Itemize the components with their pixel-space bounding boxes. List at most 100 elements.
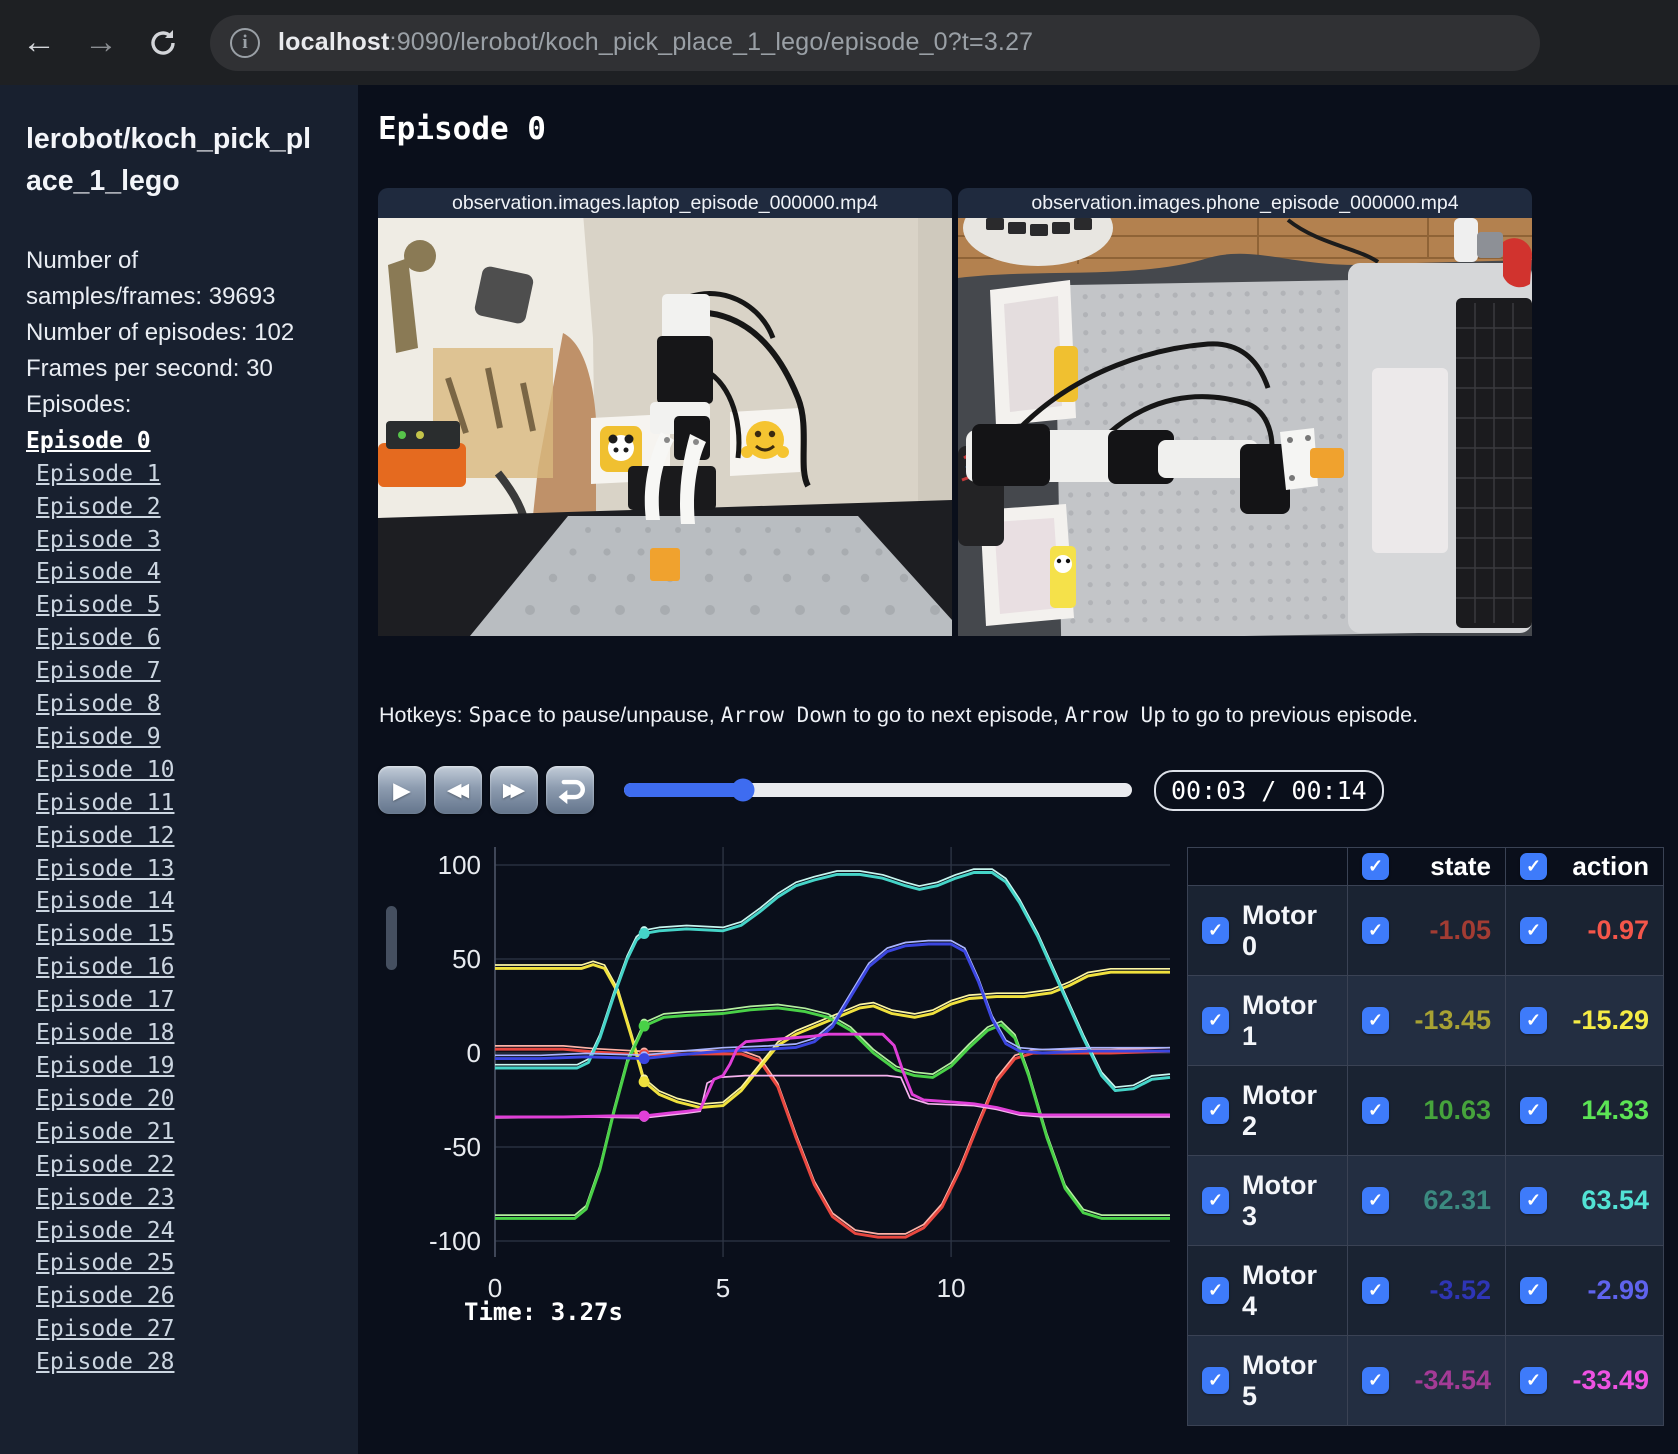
episode-link-19[interactable]: Episode 19 (36, 1053, 175, 1079)
motor-4-checkbox[interactable]: ✓ (1202, 1277, 1229, 1304)
lego-block (650, 548, 680, 581)
motor-row-4: ✓ Motor 4 (1188, 1246, 1348, 1336)
episode-link-1[interactable]: Episode 1 (36, 460, 161, 487)
motor-0-checkbox[interactable]: ✓ (1202, 917, 1229, 944)
red-object (1503, 238, 1532, 288)
laptop-top (1348, 218, 1532, 633)
motor-2-state-checkbox[interactable]: ✓ (1362, 1097, 1389, 1124)
motor-5-action-checkbox[interactable]: ✓ (1520, 1367, 1547, 1394)
player-controls: ▶ ◀◀ ▶▶ 00:03 / 00:14 (378, 764, 1664, 816)
episode-link-13[interactable]: Episode 13 (36, 855, 175, 882)
motor-0-label: Motor 0 (1242, 899, 1317, 961)
robot-arm-top (966, 341, 1344, 514)
episode-link-23[interactable]: Episode 23 (36, 1184, 175, 1211)
episode-link-9[interactable]: Episode 9 (36, 723, 161, 750)
keyboard-top-left (963, 218, 1113, 266)
motor-3-state-checkbox[interactable]: ✓ (1362, 1187, 1389, 1214)
play-button[interactable]: ▶ (378, 766, 426, 814)
motor-3-action-checkbox[interactable]: ✓ (1520, 1187, 1547, 1214)
motor-4-state-checkbox[interactable]: ✓ (1362, 1277, 1389, 1304)
line-motor-0-state (495, 1045, 1171, 1235)
episode-link-7[interactable]: Episode 7 (36, 658, 161, 685)
reload-icon[interactable] (140, 20, 186, 66)
motor-1-action-cell: ✓ -15.29 (1506, 976, 1664, 1066)
episode-link-12[interactable]: Episode 12 (36, 822, 175, 849)
action-column-checkbox[interactable]: ✓ (1520, 853, 1547, 880)
episode-link-14[interactable]: Episode 14 (36, 888, 175, 915)
motor-3-checkbox[interactable]: ✓ (1202, 1187, 1229, 1214)
stat-episodes: Number of episodes: 102 (26, 318, 295, 346)
dot-4-action (638, 1053, 650, 1065)
motor-1-state-checkbox[interactable]: ✓ (1362, 1007, 1389, 1034)
loop-button[interactable] (546, 766, 594, 814)
cable (1286, 218, 1380, 264)
forward-icon[interactable]: → (84, 23, 118, 61)
episode-link-27[interactable]: Episode 27 (36, 1316, 175, 1343)
seek-slider-thumb[interactable] (731, 778, 755, 802)
state-column-header: ✓ state (1348, 848, 1506, 886)
episode-link-22[interactable]: Episode 22 (36, 1151, 175, 1178)
episode-link-2[interactable]: Episode 2 (36, 493, 161, 520)
episode-link-24[interactable]: Episode 24 (36, 1217, 175, 1244)
scrollbar-thumb[interactable] (386, 906, 397, 970)
motor-5-state-value: -34.54 (1414, 1365, 1491, 1395)
motor-4-action-checkbox[interactable]: ✓ (1520, 1277, 1547, 1304)
motor-2-action-cell: ✓ 14.33 (1506, 1066, 1664, 1156)
url-bar[interactable]: i localhost:9090/lerobot/koch_pick_place… (210, 14, 1540, 71)
motor-1-checkbox[interactable]: ✓ (1202, 1007, 1229, 1034)
episodes-heading: Episodes: (26, 390, 132, 418)
episode-link-5[interactable]: Episode 5 (36, 592, 161, 619)
episode-link-25[interactable]: Episode 25 (36, 1250, 175, 1277)
episode-list: Episode 0 Episode 1 Episode 2 Episode 3 Epis… (26, 425, 358, 1379)
line-motor-5-action (495, 1032, 1170, 1119)
state-column-checkbox[interactable]: ✓ (1362, 853, 1389, 880)
seek-slider[interactable] (624, 778, 1132, 802)
chart-time-label: Time: 3.27s (464, 1298, 623, 1326)
line-motor-1-state (495, 960, 1170, 1105)
motor-0-state-checkbox[interactable]: ✓ (1362, 917, 1389, 944)
episode-link-0[interactable]: Episode 0 (26, 427, 151, 454)
motor-2-action-checkbox[interactable]: ✓ (1520, 1097, 1547, 1124)
y-tick--50: -50 (443, 1132, 481, 1162)
loop-icon (558, 779, 585, 805)
episode-link-20[interactable]: Episode 20 (36, 1085, 175, 1112)
motor-0-action-checkbox[interactable]: ✓ (1520, 917, 1547, 944)
episode-link-15[interactable]: Episode 15 (36, 921, 175, 948)
episode-link-10[interactable]: Episode 10 (36, 756, 175, 783)
motor-4-state-value: -3.52 (1429, 1275, 1491, 1305)
usb-cable (1454, 218, 1478, 262)
episode-link-17[interactable]: Episode 17 (36, 987, 175, 1014)
rewind-button[interactable]: ◀◀ (434, 766, 482, 814)
motor-0-state-value: -1.05 (1429, 915, 1491, 945)
episode-link-3[interactable]: Episode 3 (36, 526, 161, 553)
motor-1-action-checkbox[interactable]: ✓ (1520, 1007, 1547, 1034)
motor-5-state-checkbox[interactable]: ✓ (1362, 1367, 1389, 1394)
motor-5-checkbox[interactable]: ✓ (1202, 1367, 1229, 1394)
white-box-bottom (980, 504, 1076, 626)
lego-block-held (1310, 448, 1344, 478)
episode-link-11[interactable]: Episode 11 (36, 789, 175, 816)
episode-link-8[interactable]: Episode 8 (36, 691, 161, 718)
y-tick-100: 100 (438, 850, 481, 880)
motor-2-checkbox[interactable]: ✓ (1202, 1097, 1229, 1124)
motor-3-state-value: 62.31 (1423, 1185, 1491, 1215)
sidebar: lerobot/koch_pick_place_1_lego Number of… (0, 85, 358, 1454)
episode-link-16[interactable]: Episode 16 (36, 954, 175, 981)
episode-link-21[interactable]: Episode 21 (36, 1118, 175, 1145)
episode-link-18[interactable]: Episode 18 (36, 1020, 175, 1047)
x-tick-10: 10 (937, 1273, 966, 1303)
hotkey-space: Space (468, 703, 532, 727)
back-icon[interactable]: ← (22, 23, 56, 61)
line-motor-4-action (495, 942, 1170, 1061)
video-frame-phone (958, 218, 1532, 636)
episode-link-6[interactable]: Episode 6 (36, 625, 161, 652)
motor-2-state-cell: ✓ 10.63 (1348, 1066, 1506, 1156)
episode-link-26[interactable]: Episode 26 (36, 1283, 175, 1310)
line-motor-4-state (495, 939, 1170, 1057)
fast-forward-button[interactable]: ▶▶ (490, 766, 538, 814)
action-column-header: ✓ action (1506, 848, 1664, 886)
site-info-icon[interactable]: i (230, 27, 260, 58)
episode-link-4[interactable]: Episode 4 (36, 559, 161, 586)
motor-4-label: Motor 4 (1242, 1259, 1317, 1321)
episode-link-28[interactable]: Episode 28 (36, 1349, 175, 1376)
